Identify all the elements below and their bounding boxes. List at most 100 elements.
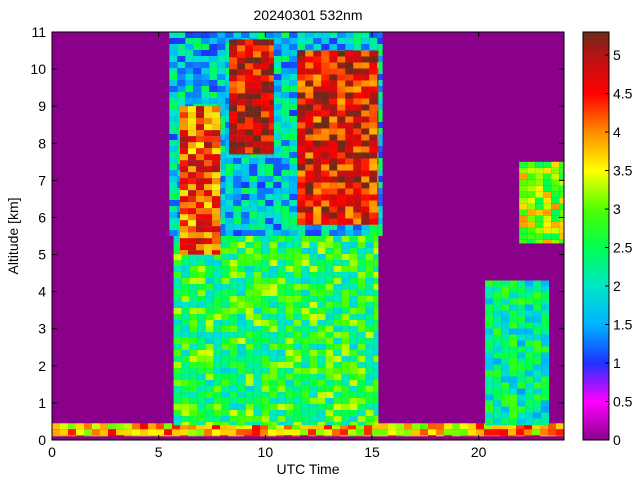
heatmap-cell-cloud-early — [204, 244, 212, 251]
heatmap-cell-surface-layer — [428, 435, 436, 437]
heatmap-cell-daytime-noise-column — [289, 188, 298, 194]
heatmap-cell-daytime-noise-column — [257, 152, 266, 158]
heatmap-cell-daytime-boundary-layer — [349, 362, 358, 368]
heatmap-cell-daytime-noise-column — [169, 188, 178, 194]
heatmap-cell-daytime-noise-column — [185, 92, 194, 98]
heatmap-cell-cirrus-2 — [329, 212, 338, 219]
heatmap-cell-daytime-boundary-layer — [221, 284, 230, 290]
heatmap-cell-cirrus-2 — [369, 200, 378, 207]
heatmap-cell-cloud-evening-high — [543, 179, 552, 186]
heatmap-cell-daytime-boundary-layer — [325, 422, 334, 426]
heatmap-cell-daytime-boundary-layer — [261, 350, 270, 356]
heatmap-cell-cloud-evening-low — [541, 352, 550, 359]
heatmap-cell-daytime-noise-column — [273, 224, 282, 230]
heatmap-cell-cloud-early — [180, 160, 188, 167]
heatmap-cell-daytime-boundary-layer — [365, 362, 374, 368]
heatmap-cell-daytime-boundary-layer — [245, 380, 254, 386]
heatmap-cell-daytime-boundary-layer — [333, 302, 342, 308]
heatmap-cell-daytime-noise-column — [217, 212, 226, 218]
heatmap-cell-daytime-noise-column — [337, 38, 346, 44]
heatmap-cell-cirrus-2 — [361, 206, 370, 213]
heatmap-cell-cloud-evening-low — [509, 304, 518, 311]
heatmap-cell-daytime-boundary-layer — [349, 314, 358, 320]
heatmap-cell-daytime-boundary-layer — [373, 392, 379, 398]
heatmap-cell-daytime-noise-column — [257, 170, 266, 176]
heatmap-cell-surface-layer — [484, 429, 492, 436]
heatmap-cell-cirrus-2 — [321, 110, 330, 117]
heatmap-cell-daytime-noise-column — [177, 80, 186, 86]
heatmap-cell-daytime-boundary-layer — [293, 260, 302, 266]
heatmap-cell-daytime-boundary-layer — [373, 260, 379, 266]
heatmap-cell-surface-layer — [108, 429, 116, 436]
heatmap-cell-cloud-early — [220, 214, 221, 221]
heatmap-cell-cloud-early — [180, 178, 188, 185]
heatmap-cell-cirrus-2 — [321, 68, 330, 75]
heatmap-cell-daytime-noise-column — [377, 212, 383, 218]
heatmap-cell-cirrus-2 — [369, 152, 378, 159]
heatmap-cell-daytime-boundary-layer — [181, 284, 190, 290]
heatmap-cell-cloud-evening-low — [501, 364, 510, 371]
heatmap-cell-surface-layer — [548, 435, 556, 437]
heatmap-cell-surface-layer — [172, 435, 180, 437]
heatmap-cell-daytime-noise-column — [169, 74, 178, 80]
heatmap-cell-surface-layer — [148, 435, 156, 437]
heatmap-cell-daytime-boundary-layer — [317, 410, 326, 416]
heatmap-cell-daytime-noise-column — [217, 128, 226, 134]
heatmap-cell-cirrus-1 — [261, 75, 270, 82]
heatmap-cell-daytime-boundary-layer — [181, 326, 190, 332]
heatmap-cell-cirrus-2 — [345, 200, 354, 207]
heatmap-cell-daytime-boundary-layer — [245, 368, 254, 374]
heatmap-cell-cloud-early — [196, 184, 204, 191]
heatmap-cell-daytime-noise-column — [169, 152, 178, 158]
heatmap-cell-daytime-boundary-layer — [325, 320, 334, 326]
heatmap-cell-cirrus-2 — [313, 164, 322, 171]
heatmap-cell-cirrus-2 — [313, 188, 322, 195]
heatmap-cell-daytime-boundary-layer — [181, 362, 190, 368]
heatmap-cell-daytime-noise-column — [225, 218, 234, 224]
heatmap-cell-cirrus-1 — [261, 105, 270, 112]
heatmap-cell-daytime-boundary-layer — [245, 338, 254, 344]
heatmap-cell-daytime-boundary-layer — [189, 344, 198, 350]
heatmap-cell-daytime-boundary-layer — [333, 398, 342, 404]
heatmap-cell-daytime-boundary-layer — [253, 350, 262, 356]
heatmap-cell-daytime-noise-column — [217, 206, 226, 212]
heatmap-cell-daytime-boundary-layer — [373, 266, 379, 272]
heatmap-cell-surface-layer — [540, 435, 548, 437]
heatmap-cell-daytime-noise-column — [201, 92, 210, 98]
heatmap-cell-daytime-boundary-layer — [181, 416, 190, 422]
heatmap-cell-daytime-noise-column — [185, 98, 194, 104]
heatmap-cell-daytime-boundary-layer — [173, 356, 182, 362]
heatmap-cell-cirrus-2 — [305, 218, 314, 225]
heatmap-cell-cloud-evening-low — [541, 424, 550, 426]
heatmap-cell-daytime-boundary-layer — [357, 242, 366, 248]
heatmap-cell-cirrus-2 — [345, 152, 354, 159]
heatmap-cell-cloud-early — [188, 220, 196, 227]
heatmap-cell-daytime-boundary-layer — [189, 392, 198, 398]
heatmap-cell-cirrus-2 — [377, 218, 379, 225]
heatmap-cell-cloud-evening-low — [509, 406, 518, 413]
heatmap-cell-cloud-evening-high — [551, 191, 560, 198]
heatmap-cell-daytime-boundary-layer — [365, 386, 374, 392]
heatmap-cell-cirrus-2 — [313, 134, 322, 141]
heatmap-cell-daytime-boundary-layer — [349, 248, 358, 254]
heatmap-cell-daytime-boundary-layer — [189, 308, 198, 314]
heatmap-cell-cloud-early — [196, 160, 204, 167]
heatmap-cell-cloud-evening-high — [527, 203, 536, 210]
heatmap-cell-daytime-noise-column — [281, 56, 290, 62]
heatmap-cell-surface-layer — [92, 429, 100, 436]
heatmap-cell-daytime-noise-column — [377, 176, 383, 182]
heatmap-cell-daytime-boundary-layer — [229, 302, 238, 308]
heatmap-cell-cloud-evening-low — [493, 364, 502, 371]
heatmap-cell-surface-layer — [140, 429, 148, 436]
heatmap-cell-daytime-noise-column — [225, 200, 234, 206]
heatmap-cell-daytime-boundary-layer — [341, 374, 350, 380]
heatmap-cell-daytime-boundary-layer — [221, 344, 230, 350]
heatmap-cell-daytime-noise-column — [345, 230, 354, 236]
heatmap-cell-cloud-evening-high — [559, 185, 564, 192]
heatmap-cell-daytime-boundary-layer — [269, 236, 278, 242]
heatmap-cell-daytime-boundary-layer — [285, 248, 294, 254]
heatmap-cell-daytime-boundary-layer — [237, 410, 246, 416]
heatmap-cell-cirrus-1 — [245, 81, 254, 88]
heatmap-cell-cirrus-2 — [337, 152, 346, 159]
heatmap-cell-daytime-boundary-layer — [333, 404, 342, 410]
